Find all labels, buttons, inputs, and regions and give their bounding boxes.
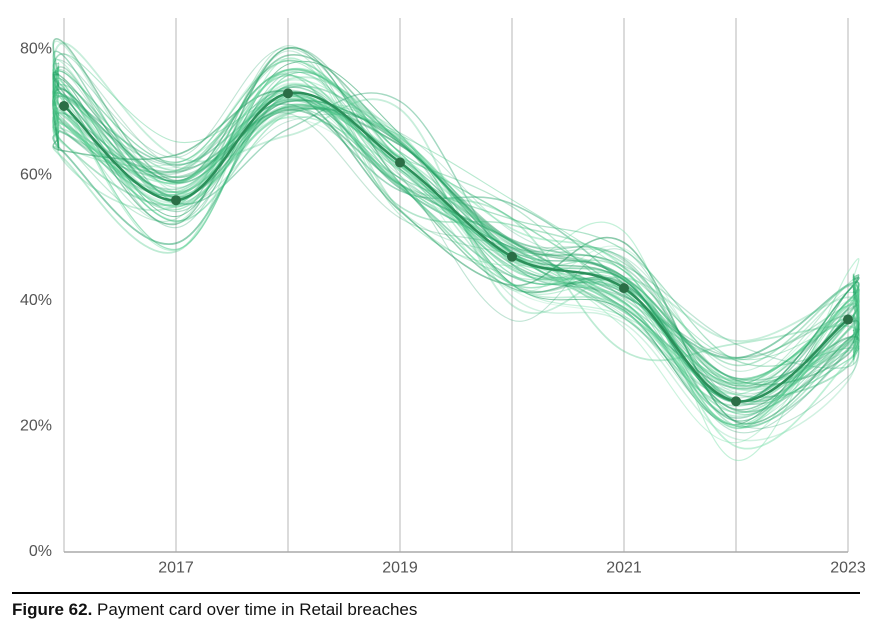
spaghetti-line [53,81,859,412]
y-tick-label: 40% [20,292,52,309]
spaghetti-line [53,51,859,418]
y-tick-label: 60% [20,166,52,183]
spaghetti-line [53,70,859,406]
data-point [619,283,629,293]
data-point [731,396,741,406]
figure-text: Payment card over time in Retail breache… [97,600,417,619]
y-tick-label: 0% [29,543,52,560]
x-tick-label: 2023 [830,559,866,576]
data-point [171,195,181,205]
spaghetti-line [53,83,859,425]
spaghetti-line [53,87,859,380]
y-tick-label: 20% [20,418,52,435]
figure-label: Figure 62. [12,600,92,619]
x-tick-label: 2019 [382,559,418,576]
mean-line [64,93,848,402]
spaghetti-line [53,117,859,395]
spaghetti-line [53,64,859,402]
figure-caption: Figure 62. Payment card over time in Ret… [12,592,860,620]
payment-card-chart: 0% 20% 40% 60% 80% 2017 2019 2021 2023 [0,0,872,634]
data-point [395,157,405,167]
spaghetti-line [53,107,859,389]
spaghetti-line [53,86,859,427]
spaghetti-line [53,93,859,402]
spaghetti-line [53,87,859,425]
x-tick-label: 2021 [606,559,642,576]
data-point [59,101,69,111]
data-point [507,252,517,262]
x-tick-label: 2017 [158,559,194,576]
data-point [283,88,293,98]
y-tick-label: 80% [20,41,52,58]
spaghetti-line [53,82,859,380]
spaghetti-line [53,48,859,410]
spaghetti-line [53,67,859,401]
data-point [843,315,853,325]
